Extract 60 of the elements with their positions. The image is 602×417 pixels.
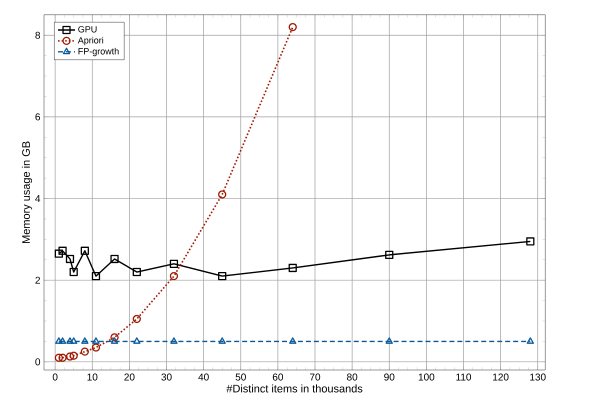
- point: [81, 337, 89, 344]
- x-axis-title: #Distinct items in thousands: [226, 384, 362, 392]
- legend-label: Apriori: [78, 36, 104, 46]
- x-tick-label: 40: [198, 374, 209, 381]
- point: [54, 250, 63, 258]
- point: [132, 268, 141, 276]
- x-tick-label: 50: [236, 374, 246, 381]
- point: [133, 337, 140, 344]
- point: [66, 254, 74, 264]
- point: [170, 260, 178, 268]
- point: [170, 272, 178, 280]
- y-tick-label: 6: [35, 113, 40, 120]
- x-tick-label: 20: [124, 374, 135, 381]
- y-axis-title: Memory usage in GB: [22, 142, 32, 243]
- point: [218, 272, 226, 280]
- point: [58, 337, 66, 344]
- x-tick-label: 100: [418, 374, 434, 381]
- point: [288, 22, 297, 32]
- point: [55, 337, 63, 344]
- point: [218, 337, 226, 344]
- point: [58, 354, 67, 362]
- point: [110, 333, 119, 342]
- point: [92, 337, 100, 344]
- y-tick-label: 0: [35, 358, 40, 366]
- y-tick-label: 8: [35, 32, 40, 39]
- x-tick-label: 110: [456, 374, 472, 381]
- point: [70, 352, 78, 360]
- x-tick-label: 0: [52, 374, 58, 381]
- point: [526, 337, 534, 344]
- point: [92, 272, 100, 280]
- point: [54, 354, 63, 362]
- point: [526, 237, 534, 246]
- x-tick-label: 120: [493, 374, 509, 381]
- point: [218, 190, 226, 199]
- point: [386, 337, 393, 344]
- point: [66, 337, 74, 344]
- point: [385, 250, 394, 260]
- point: [288, 264, 297, 272]
- legend-label: FP-growth: [78, 48, 119, 56]
- x-tick-label: 10: [87, 374, 98, 381]
- point: [70, 337, 78, 344]
- y-tick-label: 2: [35, 276, 40, 284]
- x-tick-label: 130: [530, 374, 546, 381]
- point: [110, 337, 118, 344]
- point: [80, 246, 89, 255]
- point: [289, 337, 296, 344]
- x-tick-label: 70: [310, 374, 320, 381]
- point: [70, 268, 78, 276]
- x-tick-label: 90: [384, 374, 394, 381]
- x-tick-label: 80: [347, 374, 358, 381]
- x-tick-label: 30: [161, 374, 172, 381]
- legend-label: GPU: [78, 26, 97, 32]
- point: [92, 343, 100, 352]
- x-tick-label: 60: [272, 374, 284, 381]
- y-tick-label: 4: [35, 195, 40, 202]
- point: [170, 337, 178, 344]
- point: [80, 347, 89, 356]
- point: [66, 352, 74, 361]
- point: [110, 254, 119, 264]
- point: [132, 314, 141, 324]
